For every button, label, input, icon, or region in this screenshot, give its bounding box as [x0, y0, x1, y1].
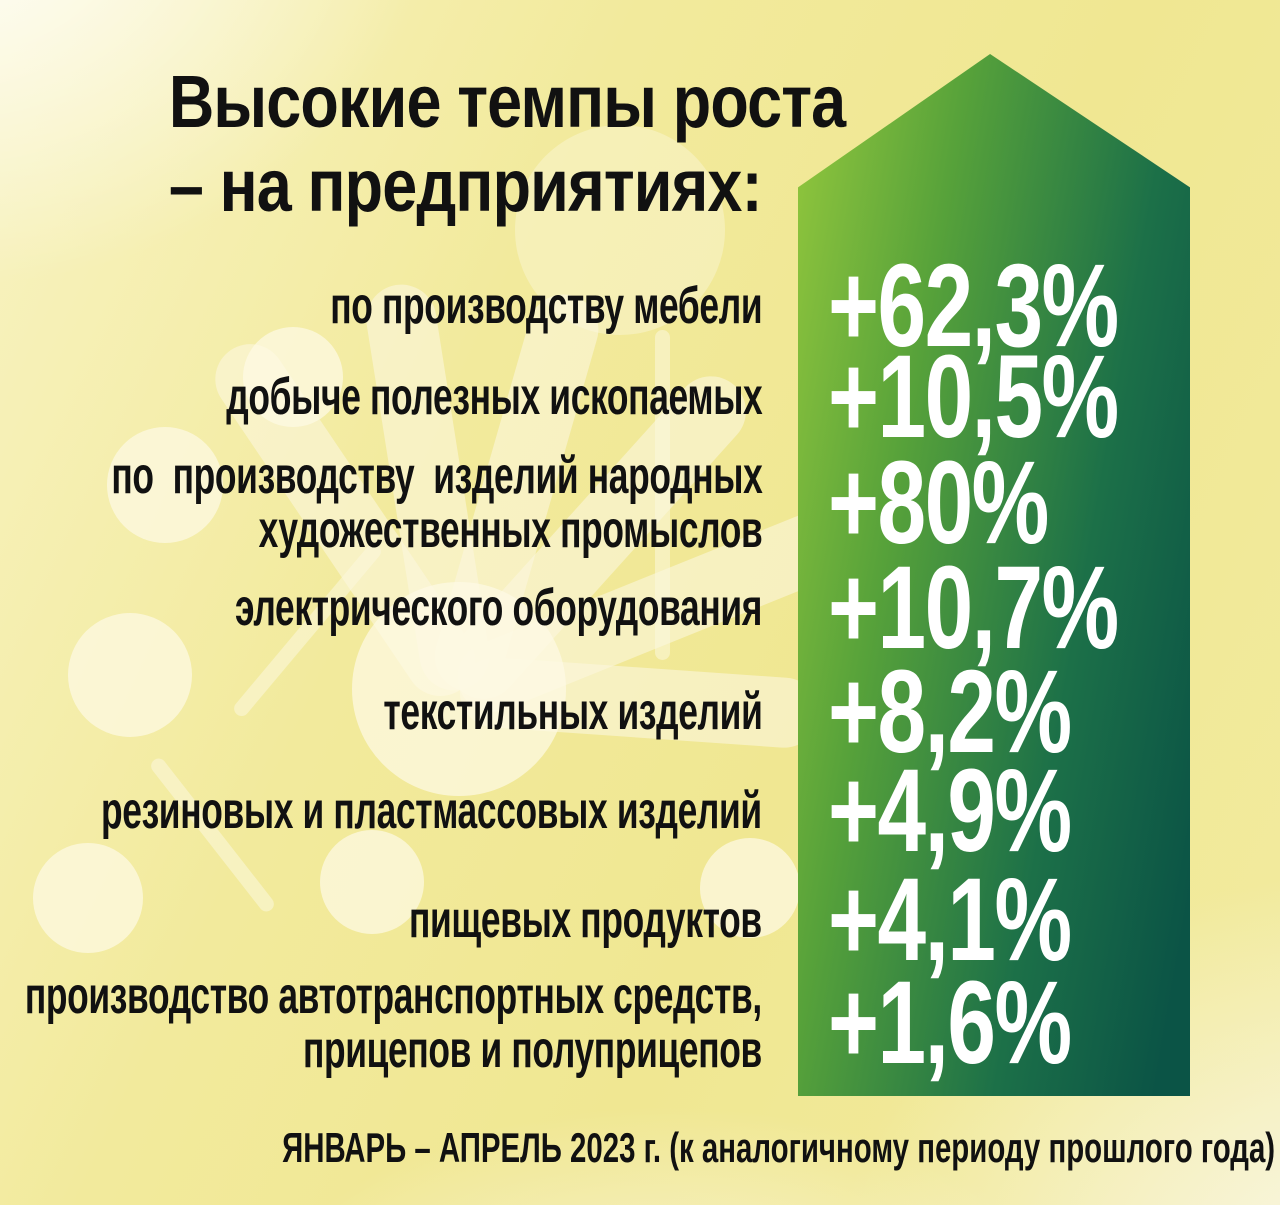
label-textiles: текстильных изделий — [382, 683, 762, 741]
label-electrical-equipment: электрического оборудования — [234, 579, 762, 637]
period-caption: ЯНВАРЬ – АПРЕЛЬ 2023 г. (к аналогичному … — [282, 1124, 1276, 1171]
label-furniture: по производству мебели — [330, 277, 762, 335]
decor-circle — [352, 582, 566, 796]
decor-circle — [515, 125, 725, 335]
title-line-2: – на предприятиях: — [168, 144, 763, 227]
label-rubber-plastics: резиновых и пластмассовых изделий — [101, 782, 762, 840]
title-line-1: Высокие темпы роста — [168, 60, 846, 143]
label-food-products: пищевых продуктов — [409, 891, 762, 949]
decor-circle — [33, 843, 143, 953]
decor-circle — [107, 427, 223, 543]
label-mining: добыче полезных ископаемых — [225, 368, 762, 426]
label-folk-crafts: по производству изделий народных художест… — [110, 447, 762, 559]
decor-stem — [655, 330, 670, 660]
value-furniture: +62,3% — [828, 240, 1119, 372]
value-food-products: +4,1% — [828, 854, 1072, 986]
value-folk-crafts: +80% — [828, 437, 1049, 569]
decor-circle — [320, 830, 424, 934]
value-textiles: +8,2% — [828, 646, 1072, 778]
value-rubber-plastics: +4,9% — [828, 745, 1072, 877]
label-vehicles-trailers: производство автотранспортных средств, пр… — [24, 967, 762, 1079]
value-vehicles-trailers: +1,6% — [828, 957, 1072, 1089]
decor-circle — [700, 838, 800, 938]
growth-arrow-shape — [798, 54, 1190, 1096]
decor-circle — [243, 327, 343, 427]
value-electrical-equipment: +10,7% — [828, 542, 1119, 674]
decor-circle — [68, 613, 192, 737]
value-mining: +10,5% — [828, 331, 1119, 463]
page-title: Высокие темпы роста – на предприятиях: — [168, 60, 846, 228]
